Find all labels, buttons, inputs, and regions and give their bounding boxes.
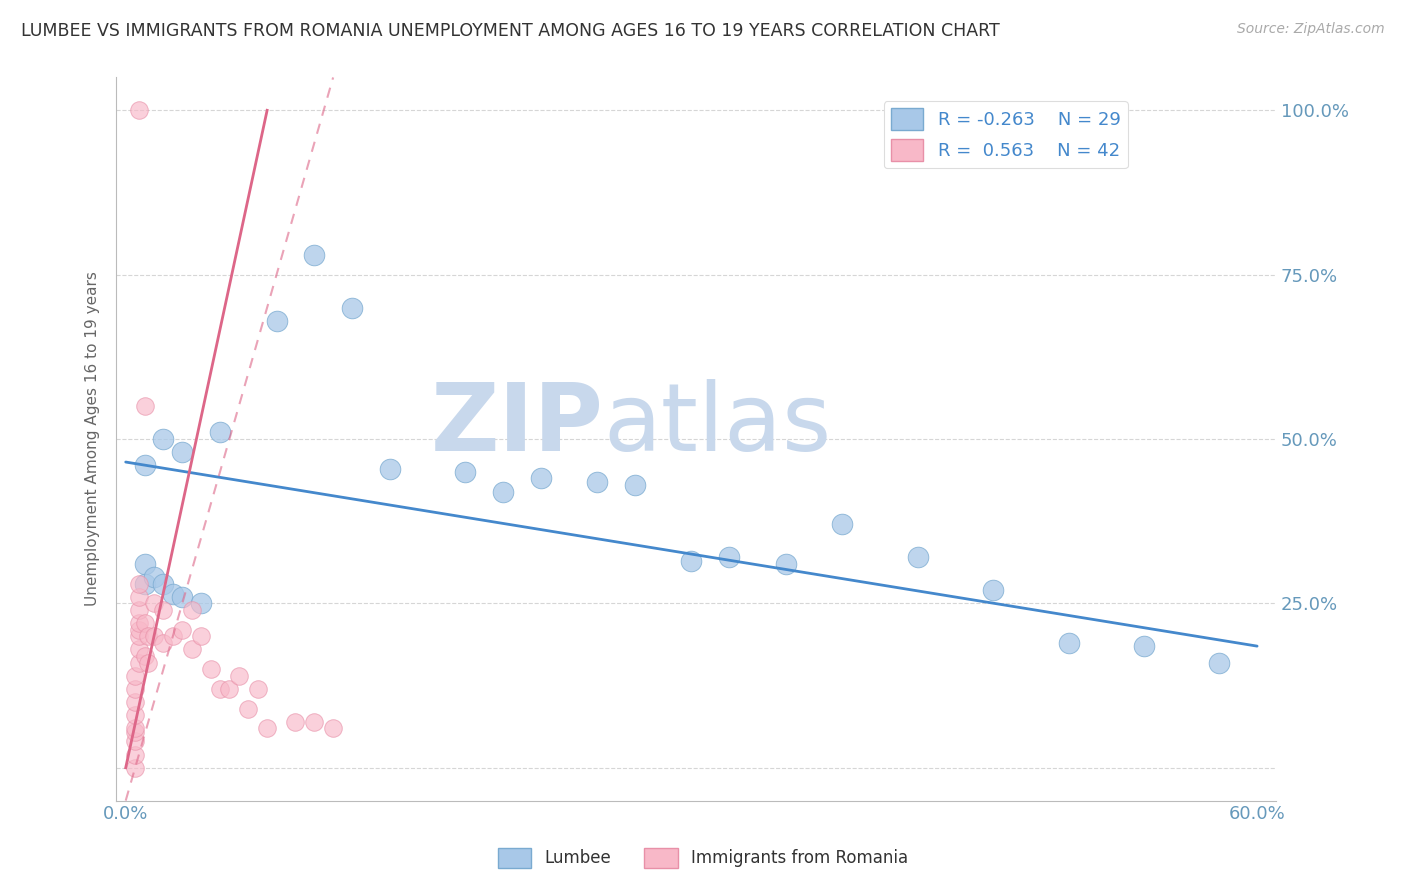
Legend: Lumbee, Immigrants from Romania: Lumbee, Immigrants from Romania <box>491 841 915 875</box>
Point <box>152 636 174 650</box>
Point <box>143 570 166 584</box>
Point <box>134 616 156 631</box>
Point <box>128 603 150 617</box>
Point <box>128 576 150 591</box>
Point <box>1133 639 1156 653</box>
Point <box>134 648 156 663</box>
Point <box>180 603 202 617</box>
Point <box>1208 656 1230 670</box>
Point <box>124 761 146 775</box>
Text: LUMBEE VS IMMIGRANTS FROM ROMANIA UNEMPLOYMENT AMONG AGES 16 TO 19 YEARS CORRELA: LUMBEE VS IMMIGRANTS FROM ROMANIA UNEMPL… <box>21 22 1000 40</box>
Point <box>284 714 307 729</box>
Text: atlas: atlas <box>603 378 831 471</box>
Text: Source: ZipAtlas.com: Source: ZipAtlas.com <box>1237 22 1385 37</box>
Point <box>907 550 929 565</box>
Point <box>180 642 202 657</box>
Point <box>1057 636 1080 650</box>
Point <box>190 629 212 643</box>
Point <box>128 623 150 637</box>
Point <box>162 586 184 600</box>
Point <box>128 103 150 118</box>
Point <box>136 656 159 670</box>
Point <box>200 662 222 676</box>
Point <box>681 554 703 568</box>
Point <box>238 701 260 715</box>
Point <box>172 445 194 459</box>
Point <box>124 708 146 723</box>
Point <box>586 475 609 489</box>
Point <box>172 590 194 604</box>
Point <box>246 681 269 696</box>
Point <box>134 557 156 571</box>
Point <box>134 399 156 413</box>
Point <box>128 616 150 631</box>
Point <box>190 596 212 610</box>
Point <box>378 461 401 475</box>
Point <box>208 681 231 696</box>
Legend: R = -0.263    N = 29, R =  0.563    N = 42: R = -0.263 N = 29, R = 0.563 N = 42 <box>883 101 1128 169</box>
Point <box>152 576 174 591</box>
Point <box>322 721 344 735</box>
Point <box>128 629 150 643</box>
Point <box>143 629 166 643</box>
Point <box>124 669 146 683</box>
Point <box>492 484 515 499</box>
Point <box>143 596 166 610</box>
Point <box>218 681 240 696</box>
Point <box>124 695 146 709</box>
Point <box>124 747 146 762</box>
Point <box>340 301 363 315</box>
Point <box>304 248 326 262</box>
Point <box>152 432 174 446</box>
Point <box>718 550 741 565</box>
Point <box>529 471 551 485</box>
Y-axis label: Unemployment Among Ages 16 to 19 years: Unemployment Among Ages 16 to 19 years <box>86 271 100 607</box>
Point <box>124 724 146 739</box>
Point <box>172 623 194 637</box>
Point <box>136 629 159 643</box>
Point <box>134 576 156 591</box>
Point <box>124 681 146 696</box>
Point <box>128 656 150 670</box>
Point <box>831 517 853 532</box>
Point <box>124 734 146 748</box>
Point <box>775 557 797 571</box>
Point <box>134 458 156 473</box>
Point <box>128 642 150 657</box>
Point <box>208 425 231 440</box>
Point <box>124 721 146 735</box>
Point <box>304 714 326 729</box>
Point <box>266 314 288 328</box>
Point <box>256 721 278 735</box>
Point <box>162 629 184 643</box>
Point <box>128 590 150 604</box>
Point <box>228 669 250 683</box>
Point <box>454 465 477 479</box>
Point <box>981 583 1004 598</box>
Point <box>624 478 647 492</box>
Point <box>152 603 174 617</box>
Text: ZIP: ZIP <box>430 378 603 471</box>
